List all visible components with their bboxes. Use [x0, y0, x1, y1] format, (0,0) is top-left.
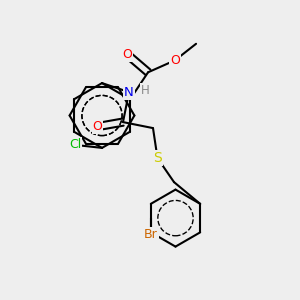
Text: S: S — [153, 151, 162, 165]
Text: O: O — [122, 48, 132, 61]
Text: O: O — [93, 120, 102, 133]
Text: Cl: Cl — [69, 138, 81, 152]
Text: Br: Br — [144, 228, 158, 241]
Text: O: O — [170, 54, 180, 67]
Text: N: N — [124, 85, 134, 99]
Text: H: H — [141, 84, 150, 97]
